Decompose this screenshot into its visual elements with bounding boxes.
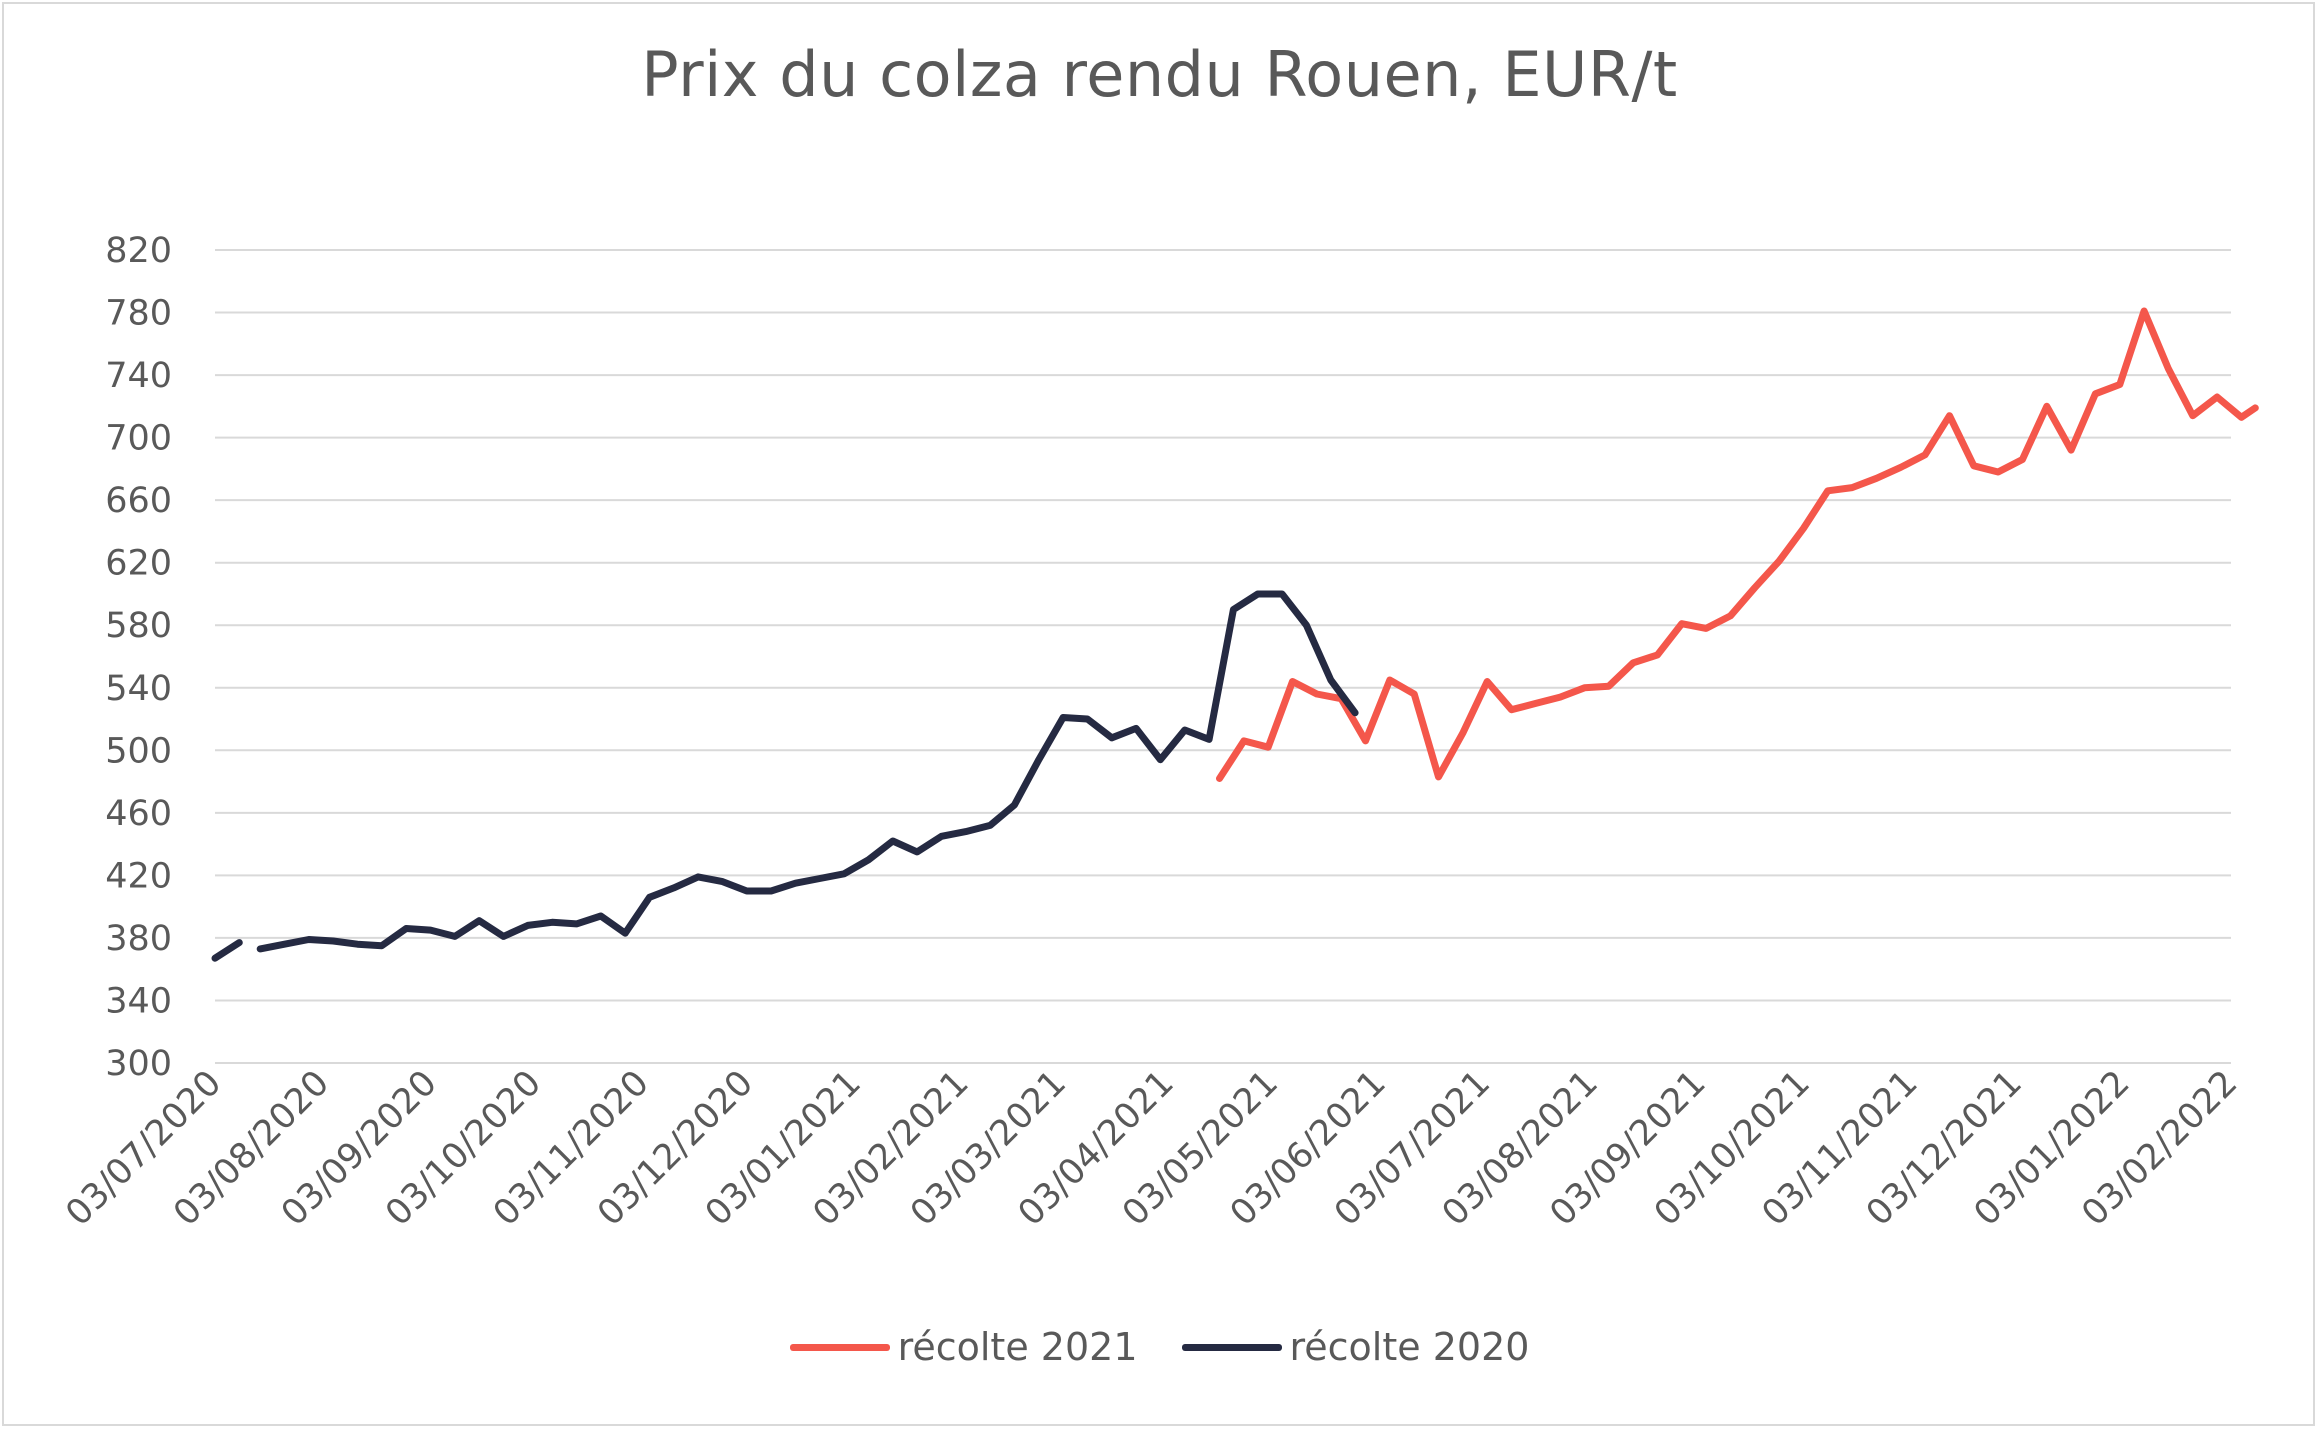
chart-title: Prix du colza rendu Rouen, EUR/t: [641, 38, 1678, 111]
legend-swatch-recolte-2021: [789, 1343, 890, 1351]
y-tick-label: 700: [105, 419, 172, 459]
legend-item-recolte-2020: récolte 2020: [1181, 1325, 1530, 1369]
y-tick-label: 740: [105, 356, 172, 396]
legend-label-recolte-2020: récolte 2020: [1289, 1325, 1530, 1369]
series-line-recolte-2020-segment-1: [256, 590, 1359, 953]
legend-item-recolte-2021: récolte 2021: [789, 1325, 1138, 1369]
y-tick-label: 580: [105, 606, 172, 646]
series-line-recolte-2021: [1216, 307, 2259, 782]
y-tick-label: 620: [105, 544, 172, 584]
series-line-recolte-2020-segment-0: [211, 939, 243, 962]
y-axis-ticks: 820 780 740 700 660 620 580 540 500 460 420 380 340 3…: [105, 231, 172, 1084]
y-tick-label: 340: [105, 981, 172, 1021]
y-tick-label: 780: [105, 294, 172, 334]
legend-label-recolte-2021: récolte 2021: [897, 1325, 1138, 1369]
y-tick-label: 660: [105, 481, 172, 521]
y-tick-label: 460: [105, 794, 172, 834]
x-axis-ticks: 03/07/202003/08/202003/09/202003/10/2020…: [58, 1063, 2245, 1234]
y-tick-label: 500: [105, 731, 172, 771]
y-tick-label: 420: [105, 856, 172, 896]
legend-swatch-recolte-2020: [1181, 1343, 1282, 1351]
y-tick-label: 380: [105, 919, 172, 959]
y-tick-label: 820: [105, 231, 172, 271]
y-tick-label: 300: [105, 1044, 172, 1084]
legend: récolte 2021 récolte 2020: [0, 1325, 2319, 1369]
series-layer: [211, 307, 2259, 962]
gridlines: [215, 249, 2231, 1002]
y-tick-label: 540: [105, 669, 172, 709]
